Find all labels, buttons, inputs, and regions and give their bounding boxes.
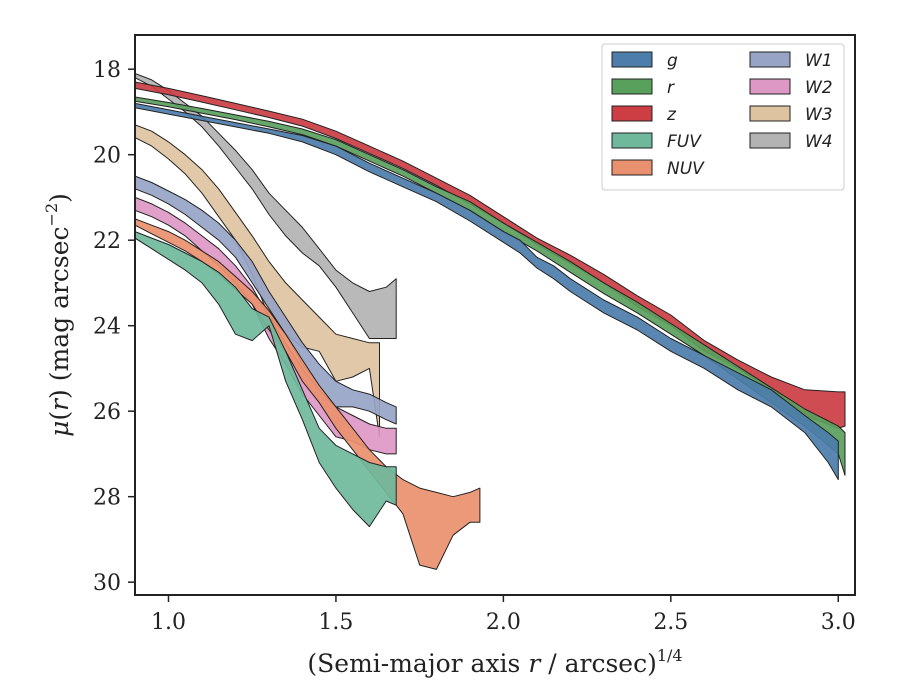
y-tick-label: 20 <box>93 144 121 169</box>
legend-entry-r: r <box>611 78 675 98</box>
band-w1 <box>135 175 397 425</box>
legend-label: g <box>667 51 678 71</box>
y-tick-label: 30 <box>93 571 121 596</box>
legend-entry-nuv: NUV <box>611 159 705 179</box>
plot-frame <box>134 34 856 596</box>
y-tick-label: 26 <box>93 400 121 425</box>
x-tick-label: 2.0 <box>486 610 521 635</box>
legend-label: W4 <box>805 132 833 152</box>
legend-label: W2 <box>805 78 833 98</box>
legend-label: NUV <box>667 159 705 179</box>
x-axis-label: (Semi-major axis r / arcsec)1/4 <box>307 646 682 678</box>
legend-label: r <box>667 78 675 98</box>
legend-swatch <box>611 132 653 149</box>
x-axis-ticks: 1.0 1.5 2.0 2.5 3.0 <box>151 595 856 635</box>
y-tick-label: 22 <box>93 229 121 254</box>
x-tick-label: 1.5 <box>318 610 353 635</box>
legend-label: W1 <box>805 51 833 71</box>
legend-label: z <box>666 105 677 125</box>
legend-entry-w2: W2 <box>749 78 833 98</box>
legend-swatch <box>611 78 653 95</box>
legend: grz FUV NUV W1 W2 W3 W4 <box>601 43 845 191</box>
band-r <box>135 96 846 476</box>
legend-entry-w4: W4 <box>749 132 833 152</box>
y-axis-ticks: 18 20 22 24 26 28 30 <box>93 58 135 596</box>
legend-swatch <box>611 159 653 176</box>
band-g <box>135 102 839 481</box>
band-w4 <box>135 73 397 339</box>
y-axis-label: μ(r) (mag arcsec−2) <box>42 193 74 437</box>
band-z <box>135 81 846 429</box>
legend-swatch <box>749 132 791 149</box>
legend-entry-g: g <box>611 51 678 71</box>
x-tick-label: 3.0 <box>821 610 856 635</box>
legend-entry-w1: W1 <box>749 51 833 71</box>
legend-entry-z: z <box>611 105 677 125</box>
legend-swatch <box>611 105 653 122</box>
y-tick-label: 18 <box>93 58 121 83</box>
y-tick-label: 24 <box>93 315 121 340</box>
legend-swatch <box>749 78 791 95</box>
legend-swatch <box>611 51 653 68</box>
legend-label: FUV <box>667 132 702 152</box>
legend-swatch <box>749 51 791 68</box>
legend-entry-fuv: FUV <box>611 132 702 152</box>
x-tick-label: 1.0 <box>151 610 186 635</box>
band-fuv <box>135 231 397 528</box>
legend-items: grz FUV NUV W1 W2 W3 W4 <box>611 51 833 179</box>
legend-entry-w3: W3 <box>749 105 833 125</box>
y-tick-label: 28 <box>93 486 121 511</box>
legend-swatch <box>749 105 791 122</box>
profile-bands <box>135 73 846 570</box>
x-tick-label: 2.5 <box>653 610 688 635</box>
legend-label: W3 <box>805 105 833 125</box>
